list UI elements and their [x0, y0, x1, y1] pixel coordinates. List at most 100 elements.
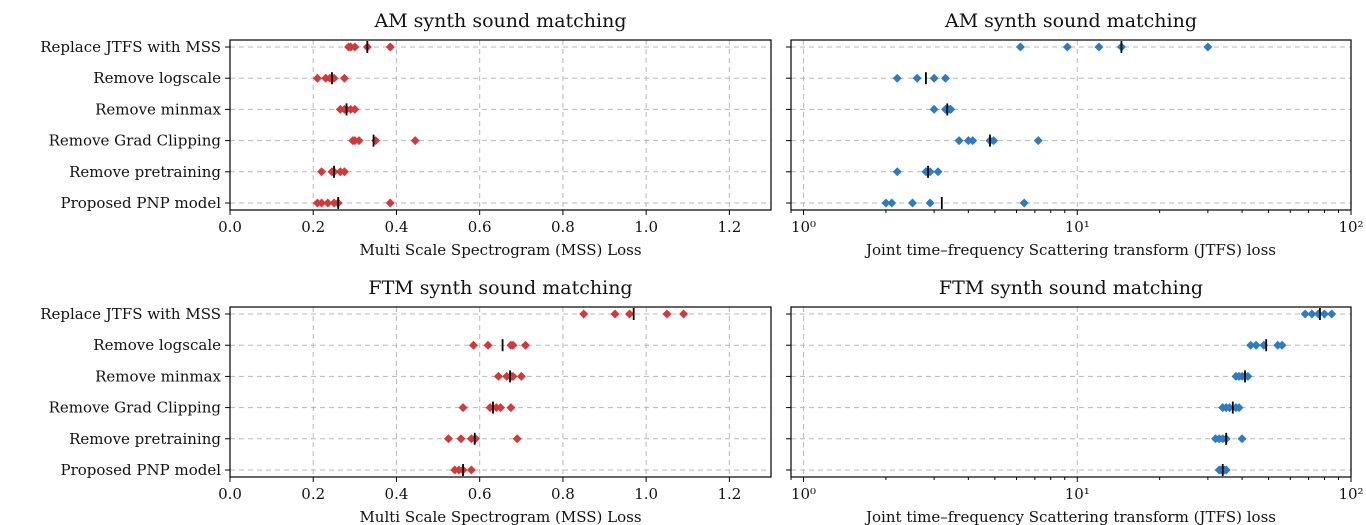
data-point — [1277, 340, 1287, 350]
x-tick-label: 0.0 — [218, 485, 242, 503]
panel-am-jtfs: 10⁰ 10¹ 10² AM synth sound matching Joint ti… — [786, 10, 1364, 259]
data-point — [1094, 42, 1104, 52]
x-tick-label: 10¹ — [1065, 218, 1090, 236]
data-point — [929, 73, 939, 83]
category-label: Proposed PNP model — [61, 194, 222, 212]
category-label: Remove Grad Clipping — [49, 399, 222, 417]
data-point — [508, 340, 518, 350]
data-point — [933, 167, 943, 177]
data-point — [354, 136, 364, 146]
data-point — [989, 136, 999, 146]
data-point — [350, 42, 360, 52]
plot-frame — [229, 306, 772, 478]
panel-title: FTM synth sound matching — [368, 277, 632, 299]
data-point — [339, 167, 349, 177]
data-point — [312, 73, 322, 83]
x-axis-label: Joint time–frequency Scattering transfor… — [864, 508, 1276, 525]
category-label: Remove minmax — [95, 100, 221, 118]
data-point — [443, 434, 453, 444]
x-tick-label: 0.0 — [218, 218, 242, 236]
data-point — [954, 136, 964, 146]
data-point — [410, 136, 420, 146]
data-point — [1251, 340, 1261, 350]
panel-ftm-mss: 0.0 0.2 0.4 0.6 0.8 1.0 1.2 Replace JTFS with M… — [40, 277, 772, 525]
data-point — [662, 309, 672, 319]
category-label: Remove Grad Clipping — [49, 132, 222, 150]
data-point — [339, 73, 349, 83]
x-tick-label: 10⁰ — [791, 485, 816, 503]
panel-ftm-jtfs: 10⁰ 10¹ 10² FTM synth sound matching Joint t… — [786, 277, 1364, 525]
data-point — [625, 309, 635, 319]
data-point — [385, 42, 395, 52]
data-point — [512, 434, 522, 444]
data-point — [1033, 136, 1043, 146]
data-point — [940, 73, 950, 83]
category-label: Remove pretraining — [69, 430, 221, 448]
x-tick-label: 0.8 — [551, 218, 575, 236]
data-point — [468, 340, 478, 350]
data-point — [1307, 309, 1317, 319]
x-axis-label: Joint time–frequency Scattering transfor… — [864, 241, 1276, 259]
data-point — [929, 104, 939, 114]
x-tick-label: 1.0 — [634, 218, 658, 236]
category-label: Remove minmax — [95, 367, 221, 385]
x-tick-label: 0.2 — [301, 485, 325, 503]
data-point — [892, 73, 902, 83]
data-point — [350, 104, 360, 114]
panel-title: AM synth sound matching — [944, 10, 1197, 32]
data-point — [483, 340, 493, 350]
data-point — [496, 403, 505, 413]
data-point — [456, 434, 466, 444]
data-point — [679, 309, 689, 319]
plot-frame — [229, 39, 772, 211]
panel-am-mss: 0.0 0.2 0.4 0.6 0.8 1.0 1.2 Replace JTFS with M… — [40, 10, 772, 259]
category-label: Replace JTFS with MSS — [40, 305, 221, 323]
data-point — [925, 198, 935, 208]
data-point — [1221, 465, 1231, 475]
data-point — [1319, 309, 1329, 319]
data-point — [881, 198, 891, 208]
data-point — [907, 198, 917, 208]
data-point — [1015, 42, 1025, 52]
data-point — [1237, 434, 1247, 444]
data-point — [466, 465, 476, 475]
x-tick-label: 0.2 — [301, 218, 325, 236]
x-tick-label: 0.4 — [385, 485, 409, 503]
data-point — [317, 167, 327, 177]
data-point — [1062, 42, 1072, 52]
x-tick-label: 0.6 — [468, 485, 492, 503]
x-tick-label: 10² — [1338, 485, 1363, 503]
data-point — [912, 73, 922, 83]
category-label: Replace JTFS with MSS — [40, 38, 221, 56]
x-tick-label: 1.2 — [717, 218, 741, 236]
data-point — [887, 198, 897, 208]
plot-frame — [790, 39, 1352, 211]
x-tick-label: 0.8 — [551, 485, 575, 503]
data-point — [506, 403, 516, 413]
data-point — [323, 198, 333, 208]
x-tick-label: 1.0 — [634, 485, 658, 503]
data-point — [493, 371, 503, 381]
x-tick-label: 0.6 — [468, 218, 492, 236]
data-point — [371, 136, 381, 146]
data-point — [1234, 403, 1244, 413]
x-tick-label: 10¹ — [1065, 485, 1090, 503]
data-point — [516, 371, 526, 381]
data-point — [1300, 309, 1310, 319]
x-tick-label: 10⁰ — [791, 218, 816, 236]
panel-title: FTM synth sound matching — [939, 277, 1203, 299]
data-point — [458, 403, 468, 413]
category-label: Remove pretraining — [69, 163, 221, 181]
data-point — [1327, 309, 1337, 319]
data-point — [1203, 42, 1213, 52]
data-point — [892, 167, 902, 177]
data-point — [520, 340, 530, 350]
x-axis-label: Multi Scale Spectrogram (MSS) Loss — [359, 508, 641, 525]
data-point — [610, 309, 620, 319]
panel-title: AM synth sound matching — [373, 10, 626, 32]
category-label: Proposed PNP model — [61, 461, 222, 479]
plot-frame — [790, 306, 1352, 478]
x-tick-label: 1.2 — [717, 485, 741, 503]
category-label: Remove logscale — [93, 69, 221, 87]
